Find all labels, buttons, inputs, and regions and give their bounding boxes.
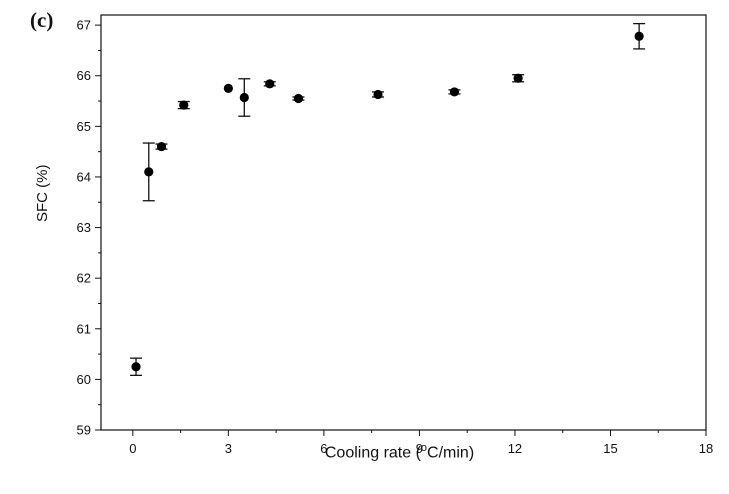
x-tick-label: 6	[320, 441, 327, 456]
y-tick-label: 64	[77, 169, 91, 184]
plot-frame	[100, 14, 707, 431]
data-point	[156, 141, 167, 152]
data-point	[144, 167, 154, 177]
y-tick-label: 60	[77, 372, 91, 387]
y-tick-label: 62	[77, 271, 91, 286]
y-tick-label: 66	[77, 68, 91, 83]
data-point	[223, 83, 233, 93]
data-series	[130, 22, 646, 376]
x-axis: 0 3 6 9 12 15 18	[129, 430, 713, 456]
y-tick-label: 59	[77, 423, 91, 438]
x-tick-label: 0	[129, 441, 136, 456]
x-tick-label: 15	[603, 441, 617, 456]
x-tick-label: 18	[699, 441, 713, 456]
data-point	[239, 92, 249, 103]
x-axis-label: Cooling rate (oC/min)	[0, 442, 729, 462]
y-tick-label: 61	[77, 321, 91, 336]
data-point	[373, 89, 383, 100]
data-point	[449, 87, 460, 97]
y-tick-label: 65	[77, 119, 91, 134]
x-axis-label-degree: o	[420, 442, 428, 454]
data-point	[179, 100, 189, 110]
y-tick-label: 63	[77, 220, 91, 235]
x-axis-label-suffix: C/min)	[427, 444, 475, 462]
data-point	[265, 79, 275, 89]
y-axis-label: SFC (%)	[34, 164, 51, 223]
x-tick-label: 3	[225, 441, 232, 456]
x-tick-label: 12	[508, 441, 522, 456]
data-point	[293, 93, 304, 104]
x-axis-label-prefix: Cooling rate (	[324, 444, 421, 462]
data-point	[634, 31, 644, 41]
panel-label: (c)	[30, 8, 54, 32]
data-point	[131, 362, 141, 372]
data-point	[513, 73, 523, 83]
y-axis: 59 60 61 62 63 64 65 66 67	[77, 18, 101, 438]
x-tick-label: 9	[416, 441, 423, 456]
y-tick-label: 67	[77, 18, 91, 33]
